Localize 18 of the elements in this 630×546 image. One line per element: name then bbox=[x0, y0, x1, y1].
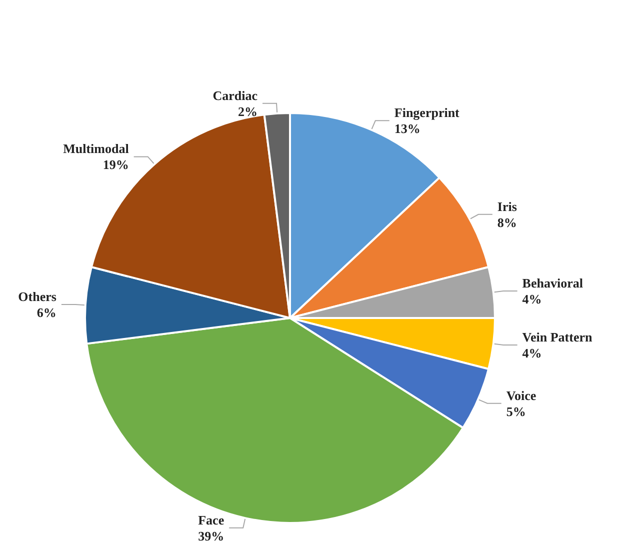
slice-label: Fingerprint bbox=[394, 105, 460, 120]
data-label: 13% bbox=[394, 121, 420, 136]
slice-label: Cardiac bbox=[212, 88, 258, 103]
data-label: 4% bbox=[522, 292, 542, 307]
data-label: 5% bbox=[506, 404, 526, 419]
slice-label: Behavioral bbox=[522, 276, 584, 291]
slice-label: Iris bbox=[497, 198, 517, 214]
data-label: 2% bbox=[238, 104, 258, 119]
slice-label: Face bbox=[198, 512, 224, 528]
data-label: 8% bbox=[497, 214, 517, 230]
data-label: 4% bbox=[522, 345, 542, 360]
data-label: 6% bbox=[36, 305, 56, 320]
slice-label: Voice bbox=[506, 388, 536, 403]
slice-label: Vein Pattern bbox=[522, 329, 593, 344]
slice-label: Multimodal bbox=[63, 141, 130, 156]
data-label: 39% bbox=[198, 528, 224, 544]
data-label: 19% bbox=[102, 157, 129, 172]
slice-label: Others bbox=[18, 289, 56, 304]
